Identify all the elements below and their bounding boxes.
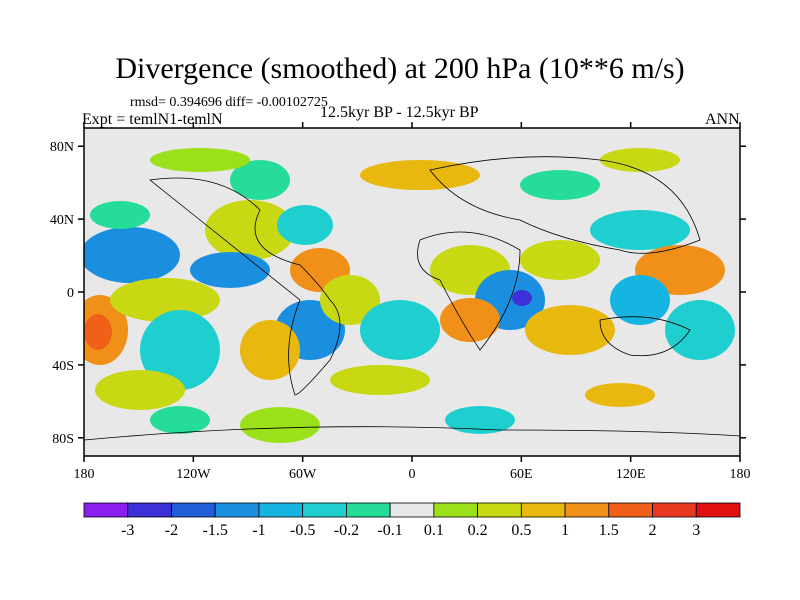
colorbar-swatch	[433, 502, 479, 518]
colorbar-swatch	[83, 502, 129, 518]
colorbar-label: 0.5	[511, 522, 531, 539]
latitude-axis: 80N 40N 0 40S 80S	[50, 140, 746, 447]
period-label: 12.5kyr BP - 12.5kyr BP	[320, 104, 479, 121]
lon-tick-label: 60E	[510, 467, 533, 482]
longitude-axis: 180 120W 60W 0 60E 120E 180	[74, 122, 751, 482]
coastlines	[84, 156, 740, 441]
colorbar-swatch	[389, 502, 435, 518]
lon-tick-label: 60W	[289, 467, 317, 482]
colorbar-swatch	[564, 502, 610, 518]
lon-tick-label: 120E	[616, 467, 646, 482]
colorbar-swatch	[520, 502, 566, 518]
colorbar-swatch	[652, 502, 697, 518]
colorbar-swatch	[171, 502, 216, 518]
colorbar-swatch	[477, 502, 522, 518]
lat-tick-label: 80S	[52, 432, 74, 447]
colorbar-swatch	[345, 502, 391, 518]
colorbar-label: 2	[649, 522, 657, 539]
colorbar-label: -2	[165, 522, 178, 539]
divergence-field	[84, 128, 740, 456]
colorbar-label: 0.1	[424, 522, 444, 539]
colorbar-label: -0.2	[334, 522, 359, 539]
colorbar-label: -1	[252, 522, 265, 539]
season-label: ANN	[705, 111, 740, 128]
colorbar-label: 1.5	[599, 522, 619, 539]
colorbar-label: -0.1	[377, 522, 402, 539]
map-title: Divergence (smoothed) at 200 hPa (10**6 …	[115, 52, 685, 85]
colorbar-label: -3	[121, 522, 134, 539]
lon-tick-label: 180	[74, 467, 95, 482]
colorbar-swatch	[214, 502, 260, 518]
colorbar-label: 0.2	[468, 522, 488, 539]
lat-tick-label: 40S	[52, 359, 74, 374]
colorbar-swatch	[302, 502, 347, 518]
colorbar-swatch	[127, 502, 172, 518]
lon-tick-label: 180	[730, 467, 751, 482]
colorbar: -3 -2 -1.5 -1 -0.5 -0.2 -0.1 0.1 0.2 0.5 1 1.5 2 3	[83, 502, 741, 539]
lat-tick-label: 40N	[50, 213, 74, 228]
colorbar-label: 3	[692, 522, 700, 539]
lat-tick-label: 0	[67, 286, 74, 301]
stats-label: rmsd= 0.394696 diff= -0.00102725	[130, 95, 328, 110]
experiment-label: Expt = temlN1-temlN	[82, 111, 223, 128]
colorbar-label: -1.5	[203, 522, 228, 539]
colorbar-label: -0.5	[290, 522, 315, 539]
lat-tick-label: 80N	[50, 140, 74, 155]
colorbar-swatch	[608, 502, 653, 518]
lon-tick-label: 120W	[176, 467, 211, 482]
colorbar-swatch	[258, 502, 304, 518]
colorbar-label: 1	[561, 522, 569, 539]
lon-tick-label: 0	[409, 467, 416, 482]
colorbar-swatch	[695, 502, 741, 518]
